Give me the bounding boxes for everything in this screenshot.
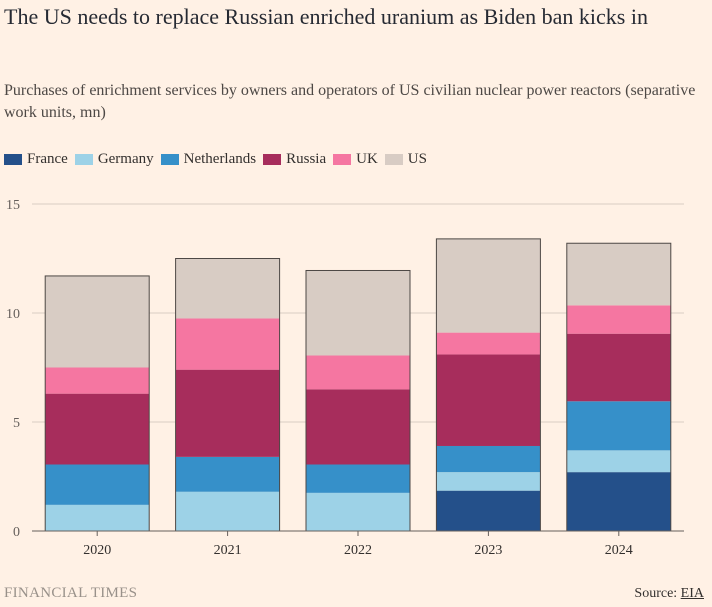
x-tick-label: 2023 [474, 543, 502, 558]
legend-item-france: France [4, 151, 68, 168]
source-link[interactable]: EIA [680, 586, 704, 601]
legend-item-netherlands: Netherlands [160, 151, 257, 168]
bar-segment-us [566, 243, 671, 306]
bar-segment-france [436, 490, 541, 531]
legend-swatch [4, 154, 22, 165]
bar-segment-germany [306, 492, 410, 531]
legend-item-uk: UK [333, 151, 378, 168]
bar-segment-netherlands [45, 464, 150, 505]
chart-title: The US needs to replace Russian enriched… [4, 4, 648, 29]
x-tick-label: 2021 [214, 543, 242, 558]
x-tick-label: 2022 [344, 543, 372, 558]
legend-label: Russia [286, 151, 327, 167]
legend-swatch [333, 154, 352, 165]
legend-item-russia: Russia [263, 151, 326, 168]
bar-segment-russia [45, 393, 150, 465]
y-tick-label: 5 [13, 416, 20, 431]
legend: France Germany Netherlands Russia UK US [4, 151, 434, 168]
legend-swatch [160, 154, 179, 165]
y-tick-label: 15 [6, 198, 20, 213]
legend-label: US [407, 151, 427, 167]
y-tick-label: 10 [6, 307, 20, 322]
bar-segment-netherlands [436, 445, 541, 473]
legend-item-us: US [384, 151, 427, 168]
legend-swatch [74, 154, 93, 165]
bar-segment-us [436, 238, 541, 333]
bar-segment-uk [306, 355, 410, 390]
bar-segment-germany [436, 472, 541, 491]
bar-segment-netherlands [175, 456, 280, 492]
bar-segment-netherlands [306, 464, 410, 493]
bar-segment-germany [175, 491, 280, 531]
x-tick-label: 2020 [83, 543, 111, 558]
bar-segment-germany [45, 504, 150, 531]
legend-label: UK [356, 151, 378, 167]
bar-segment-uk [45, 367, 150, 394]
bar-segment-us [45, 275, 150, 368]
chart-subtitle: Purchases of enrichment services by owne… [4, 82, 696, 121]
legend-label: France [27, 151, 68, 167]
bar-segment-netherlands [566, 401, 671, 451]
bar-segment-russia [436, 354, 541, 446]
bar-segment-russia [306, 389, 410, 465]
bar-segment-uk [436, 332, 541, 355]
bar-segment-uk [566, 305, 671, 334]
stacked-bar-chart: 0 5 10 15 2020 2021 2022 2023 2024 [6, 198, 684, 558]
legend-label: Germany [97, 151, 154, 167]
source-note: Source: EIA [634, 586, 704, 602]
bar-segment-russia [175, 369, 280, 457]
legend-label: Netherlands [183, 151, 257, 167]
bar-segment-russia [566, 333, 671, 402]
legend-swatch [384, 154, 403, 165]
bar-segment-us [306, 270, 410, 356]
source-label: Source: [634, 586, 681, 601]
bar-segment-france [566, 472, 671, 531]
bar-segment-uk [175, 318, 280, 370]
bar-segment-us [175, 258, 280, 319]
ft-brand-logo: FINANCIAL TIMES [4, 585, 138, 601]
y-tick-label: 0 [13, 525, 20, 540]
legend-swatch [263, 154, 282, 165]
x-tick-label: 2024 [605, 543, 633, 558]
legend-item-germany: Germany [74, 151, 154, 168]
bar-segment-germany [566, 450, 671, 473]
